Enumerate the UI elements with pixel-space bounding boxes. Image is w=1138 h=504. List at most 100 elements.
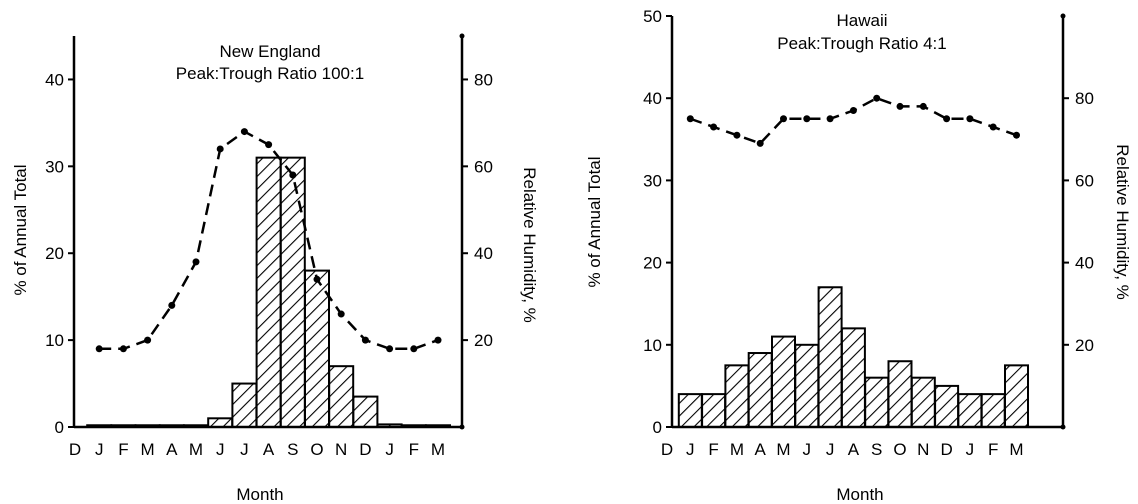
y-tick-label: 40 [643,89,662,108]
chart-title: Hawaii [836,11,887,30]
bar [207,417,234,428]
x-tick-label: M [141,440,155,459]
bar [231,382,258,428]
x-tick-label: M [431,440,445,459]
y2-axis-label: Relative Humidity, % [1113,144,1132,300]
x-tick-label: F [118,440,128,459]
y2-axis-cap [459,33,465,39]
humidity-point [989,123,997,131]
humidity-point [410,345,418,353]
x-axis-label: Month [836,485,883,504]
x-tick-label: F [708,440,718,459]
bar [980,393,1006,428]
y2-tick-label: 80 [474,70,493,89]
humidity-point [1013,131,1020,139]
humidity-point [943,115,951,123]
bar [747,352,773,428]
x-tick-label: S [287,440,298,459]
chart-new-england: New England Peak:Trough Ratio 100:1 Mont… [11,33,539,504]
humidity-point [289,171,297,179]
x-tick-label: J [385,440,394,459]
bar [887,360,913,428]
y-tick-label: 50 [643,7,662,26]
y-tick-label: 30 [643,171,662,190]
y-tick-label: 30 [45,157,64,176]
humidity-point [144,336,152,344]
y2-tick-label: 40 [474,244,493,263]
humidity-point [386,345,394,353]
x-tick-label: D [661,440,673,459]
y-axis-label: % of Annual Total [585,156,604,287]
y2-tick-label: 60 [474,157,493,176]
y-tick-label: 20 [643,254,662,273]
y-tick-label: 20 [45,244,64,263]
x-tick-label: O [893,440,906,459]
x-tick-label: D [69,440,81,459]
y2-tick-label: 20 [1075,336,1094,355]
y2-axis-label: Relative Humidity, % [520,167,539,323]
humidity-point [873,94,881,102]
humidity-point [966,115,974,123]
bar [817,286,843,429]
humidity-point [192,258,200,266]
bar [304,269,330,428]
bar [957,393,983,428]
chart-subtitle: Peak:Trough Ratio 4:1 [777,34,946,53]
humidity-point [240,128,248,136]
x-tick-label: M [730,440,744,459]
x-tick-label: A [755,440,767,459]
y-tick-label: 0 [55,418,64,437]
x-tick-label: D [940,440,952,459]
chart-title: New England [219,42,320,61]
humidity-point [896,102,904,110]
x-tick-label: M [189,440,203,459]
y-tick-label: 0 [653,418,662,437]
x-tick-label: A [166,440,178,459]
humidity-point [919,102,927,110]
humidity-point [265,141,273,149]
x-tick-label: A [848,440,860,459]
bar [771,335,796,428]
humidity-point [434,336,442,344]
bar [255,156,282,428]
bar [910,376,936,428]
x-tick-label: M [1009,440,1023,459]
humidity-point [313,275,321,283]
humidity-point [216,145,224,153]
humidity-point [168,301,176,309]
humidity-point [733,131,741,139]
x-tick-label: J [240,440,249,459]
y2-axis-cap [1060,424,1066,430]
y-tick-label: 10 [643,336,662,355]
y-axis-label: % of Annual Total [11,164,30,295]
bar [724,364,750,429]
x-tick-label: F [988,440,998,459]
humidity-point [119,345,127,353]
y2-axis-cap [1060,13,1066,19]
bar [701,393,727,428]
humidity-point [710,123,718,131]
humidity-point [803,115,811,123]
x-tick-label: J [966,440,975,459]
x-tick-label: J [826,440,835,459]
y2-axis-cap [459,424,465,430]
bar [352,395,379,429]
x-tick-label: M [776,440,790,459]
bar [1004,364,1029,429]
x-tick-label: O [310,440,323,459]
x-tick-label: J [686,440,695,459]
y2-tick-label: 60 [1075,171,1094,190]
bar [864,376,890,428]
humidity-point [826,115,834,123]
bar [279,156,306,428]
x-tick-label: S [871,440,882,459]
y2-tick-label: 80 [1075,89,1094,108]
bar [840,327,866,428]
humidity-point [780,115,787,123]
x-tick-label: J [216,440,225,459]
chart-hawaii: Hawaii Peak:Trough Ratio 4:1 Month % of … [585,7,1132,504]
x-tick-label: J [95,440,104,459]
